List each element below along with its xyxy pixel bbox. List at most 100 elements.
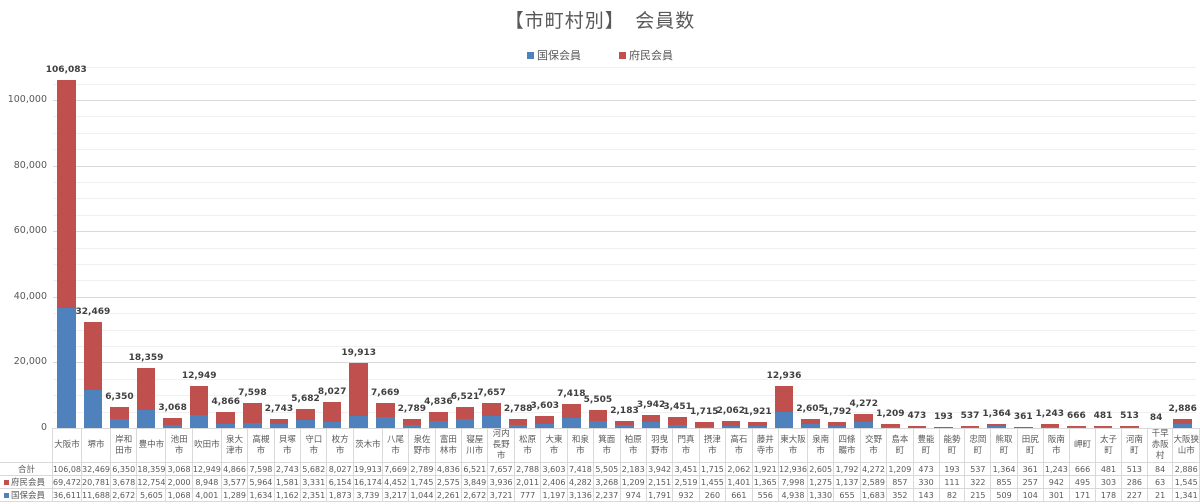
category-label: 泉佐野市 xyxy=(408,428,436,463)
bar-segment-fumin[interactable] xyxy=(189,385,209,415)
table-cell: 2,789 xyxy=(408,462,436,476)
bar-segment-fumin[interactable] xyxy=(1067,425,1086,428)
bar-segment-fumin[interactable] xyxy=(827,422,847,426)
bar-segment-kokuho[interactable] xyxy=(801,423,820,428)
bar-segment-kokuho[interactable] xyxy=(136,409,156,428)
bar-segment-kokuho[interactable] xyxy=(1040,427,1060,428)
bar-segment-fumin[interactable] xyxy=(588,409,608,421)
bar-segment-fumin[interactable] xyxy=(801,419,820,424)
bar-segment-kokuho[interactable] xyxy=(322,421,342,428)
table-cell: 513 xyxy=(1120,462,1148,476)
bar-segment-kokuho[interactable] xyxy=(535,424,555,428)
bar-segment-fumin[interactable] xyxy=(110,407,129,420)
bar-segment-fumin[interactable] xyxy=(429,412,448,421)
bar-segment-kokuho[interactable] xyxy=(508,425,528,428)
bar-segment-kokuho[interactable] xyxy=(881,426,900,428)
bar-segment-fumin[interactable] xyxy=(482,402,501,416)
bar-segment-fumin[interactable] xyxy=(163,417,182,425)
bar-segment-fumin[interactable] xyxy=(83,321,103,390)
bar-segment-fumin[interactable] xyxy=(907,426,927,428)
data-label: 1,364 xyxy=(982,408,1011,419)
bar-segment-fumin[interactable] xyxy=(1093,426,1113,428)
bar-segment-fumin[interactable] xyxy=(136,367,156,410)
bar-segment-kokuho[interactable] xyxy=(1120,427,1139,428)
bar-segment-kokuho[interactable] xyxy=(588,420,608,428)
bar-segment-fumin[interactable] xyxy=(243,403,262,423)
bar-segment-kokuho[interactable] xyxy=(216,423,236,428)
bar-segment-kokuho[interactable] xyxy=(615,424,634,428)
bar-segment-fumin[interactable] xyxy=(216,412,236,424)
bar-segment-fumin[interactable] xyxy=(296,409,315,421)
bar-segment-kokuho[interactable] xyxy=(721,425,741,428)
bar-segment-kokuho[interactable] xyxy=(1093,427,1113,428)
bar-segment-fumin[interactable] xyxy=(694,422,714,428)
bar-segment-fumin[interactable] xyxy=(641,415,661,423)
bar-segment-kokuho[interactable] xyxy=(827,425,847,428)
gridline xyxy=(53,132,1196,134)
bar-segment-kokuho[interactable] xyxy=(349,415,368,428)
bar-segment-fumin[interactable] xyxy=(349,362,368,416)
bar-segment-fumin[interactable] xyxy=(322,401,342,422)
bar-segment-kokuho[interactable] xyxy=(163,424,182,428)
table-cell: 4,836 xyxy=(434,462,463,476)
bar-segment-kokuho[interactable] xyxy=(987,426,1006,428)
bar-segment-kokuho[interactable] xyxy=(668,424,687,428)
bar-column: 1,243 xyxy=(1036,60,1064,428)
bar-segment-fumin[interactable] xyxy=(1040,423,1060,428)
bar-segment-kokuho[interactable] xyxy=(57,307,76,428)
bar-segment-fumin[interactable] xyxy=(854,414,874,423)
bar-segment-kokuho[interactable] xyxy=(375,417,395,428)
bar-segment-fumin[interactable] xyxy=(455,406,475,420)
data-label: 2,789 xyxy=(397,403,427,414)
bar-segment-fumin[interactable] xyxy=(987,423,1006,427)
table-cell: 8,027 xyxy=(326,462,354,476)
bar-segment-fumin[interactable] xyxy=(57,80,76,308)
bar-segment-kokuho[interactable] xyxy=(243,422,262,428)
bar-segment-kokuho[interactable] xyxy=(110,419,129,428)
bar-segment-fumin[interactable] xyxy=(1173,418,1192,424)
bar-segment-kokuho[interactable] xyxy=(83,389,103,428)
bar-segment-kokuho[interactable] xyxy=(774,411,794,428)
bar-segment-kokuho[interactable] xyxy=(402,424,422,428)
bar-segment-kokuho[interactable] xyxy=(694,427,714,428)
bar-segment-kokuho[interactable] xyxy=(1173,423,1192,428)
bar-segment-fumin[interactable] xyxy=(774,385,794,412)
bar-segment-fumin[interactable] xyxy=(1120,426,1139,428)
bar-segment-kokuho[interactable] xyxy=(854,422,874,428)
bar-segment-kokuho[interactable] xyxy=(562,417,581,428)
bar-segment-fumin[interactable] xyxy=(402,418,422,425)
table-cell: 19,913 xyxy=(352,462,383,476)
category-label: 八尾市 xyxy=(381,428,410,463)
bar-segment-kokuho[interactable] xyxy=(296,420,315,428)
bar-segment-kokuho[interactable] xyxy=(482,415,501,428)
bar-segment-fumin[interactable] xyxy=(721,421,741,426)
legend-label: 府民会員 xyxy=(629,49,673,62)
bar-segment-kokuho[interactable] xyxy=(641,422,661,428)
bar-segment-fumin[interactable] xyxy=(562,403,581,418)
table-cell: 106,08 xyxy=(52,462,83,476)
bar-segment-kokuho[interactable] xyxy=(189,414,209,428)
bar-segment-fumin[interactable] xyxy=(375,402,395,418)
bar-segment-kokuho[interactable] xyxy=(429,420,448,428)
bar-segment-fumin[interactable] xyxy=(535,416,555,425)
bar-segment-kokuho[interactable] xyxy=(748,426,767,428)
bar-segment-kokuho[interactable] xyxy=(269,424,289,428)
bar-segment-kokuho[interactable] xyxy=(960,427,980,428)
table-cell: 84 xyxy=(1146,462,1174,476)
bar-segment-fumin[interactable] xyxy=(668,416,687,425)
data-label: 2,788 xyxy=(503,403,533,414)
bar-segment-kokuho[interactable] xyxy=(1067,427,1086,428)
data-label: 481 xyxy=(1093,411,1113,422)
bar-segment-fumin[interactable] xyxy=(748,421,767,427)
bar-segment-fumin[interactable] xyxy=(508,418,528,426)
table-cell: 2,743 xyxy=(273,462,302,476)
bar-segment-fumin[interactable] xyxy=(881,424,900,427)
bar-segment-fumin[interactable] xyxy=(1013,426,1033,428)
table-cell: 260 xyxy=(698,488,727,502)
bar-segment-fumin[interactable] xyxy=(269,419,289,425)
data-label: 2,062 xyxy=(716,406,746,417)
bar-segment-fumin[interactable] xyxy=(960,426,980,428)
bar-segment-kokuho[interactable] xyxy=(455,419,475,428)
bar-segment-fumin[interactable] xyxy=(615,420,634,425)
chart-legend: 国保会員 府民会員 xyxy=(0,47,1200,63)
